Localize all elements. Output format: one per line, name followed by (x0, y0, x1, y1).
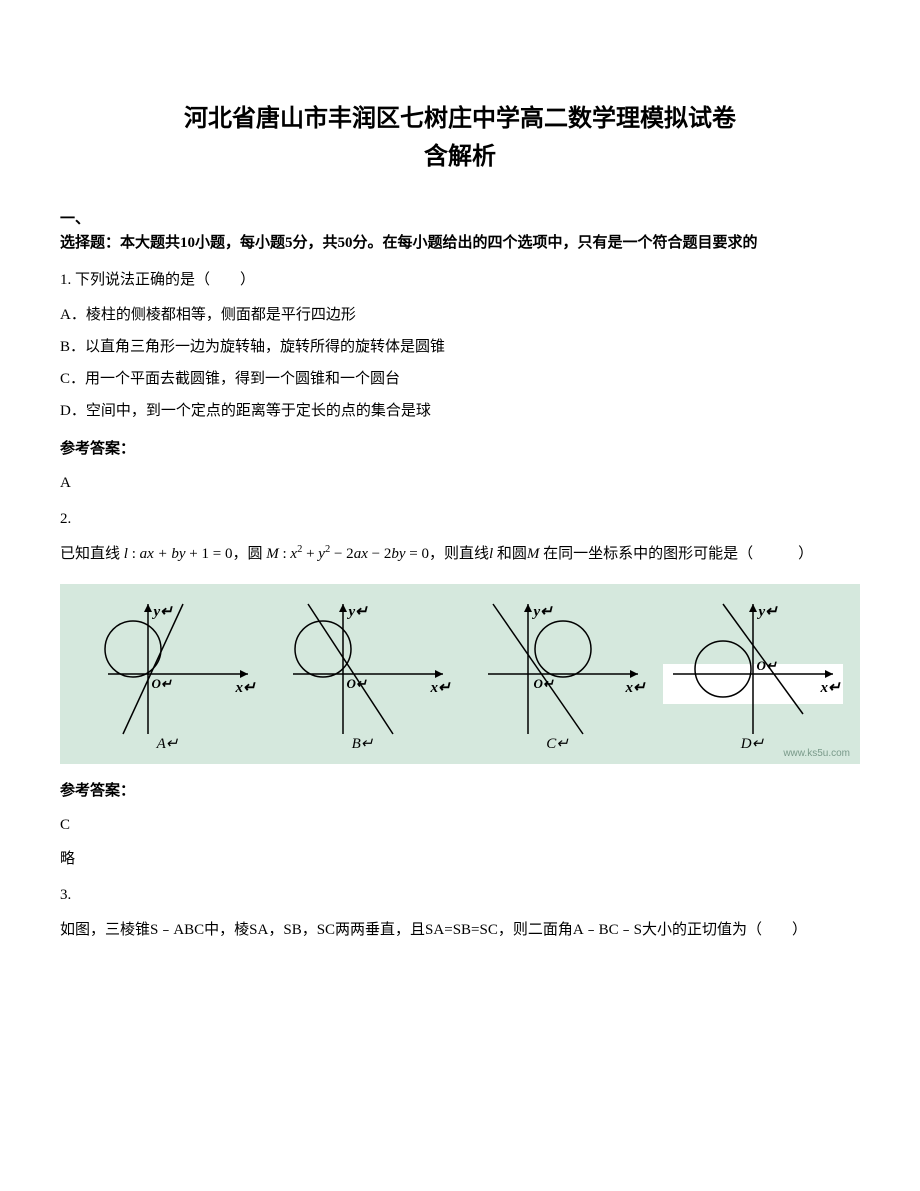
q2-line-eq-txt: : ax + by + 1 = 0 (132, 546, 233, 562)
q1-answer: A (60, 471, 860, 495)
q2-m: M (527, 546, 540, 562)
panel-D-label: D↵ (741, 732, 764, 756)
q2-brief: 略 (60, 847, 860, 871)
panel-A-xlabel: x↵ (236, 676, 256, 700)
doc-title: 河北省唐山市丰润区七树庄中学高二数学理模拟试卷 含解析 (60, 100, 860, 177)
q2-answer-label: 参考答案： (60, 779, 860, 803)
panel-B-origin: O↵ (347, 674, 367, 695)
q2-answer: C (60, 813, 860, 837)
panel-D-xlabel: x↵ (821, 676, 841, 700)
q3-text: 如图，三棱锥S﹣ABC中，棱SA，SB，SC两两垂直，且SA=SB=SC，则二面… (60, 915, 860, 945)
panel-D-origin: O↵ (757, 656, 777, 677)
q2-text: 已知直线 l : ax + by + 1 = 0，圆 M : x2 + y2 −… (60, 539, 860, 569)
q3-num: 3. (60, 883, 860, 907)
q2-prefix: 已知直线 (60, 546, 120, 562)
q1-optD: D．空间中，到一个定点的距离等于定长的点的集合是球 (60, 399, 860, 423)
section-num: 一、 (60, 211, 90, 227)
figure-panel-A: y↵ x↵ O↵ A↵ (78, 594, 258, 754)
section-desc: 选择题：本大题共10小题，每小题5分，共50分。在每小题给出的四个选项中，只有是… (60, 235, 758, 251)
q1-optA: A．棱柱的侧棱都相等，侧面都是平行四边形 (60, 303, 860, 327)
q2-line-eq: l (120, 546, 132, 562)
panel-D-ylabel: y↵ (759, 600, 778, 624)
q2-circle-eq-txt: : x2 + y2 − 2ax − 2by = 0 (282, 546, 428, 562)
title-line-2: 含解析 (424, 144, 496, 170)
panel-C-xlabel: x↵ (626, 676, 646, 700)
panel-D-svg (663, 594, 843, 744)
figure-panel-D: y↵ x↵ O↵ D↵ (663, 594, 843, 754)
title-line-1: 河北省唐山市丰润区七树庄中学高二数学理模拟试卷 (184, 106, 736, 132)
panel-B-ylabel: y↵ (349, 600, 368, 624)
figure-panel-B: y↵ x↵ O↵ B↵ (273, 594, 453, 754)
figure-watermark: www.ks5u.com (783, 746, 850, 762)
q2-mid2: ，则直线 (429, 546, 489, 562)
section-heading: 一、 选择题：本大题共10小题，每小题5分，共50分。在每小题给出的四个选项中，… (60, 207, 860, 255)
panel-C-origin: O↵ (534, 674, 554, 695)
q1-optB: B．以直角三角形一边为旋转轴，旋转所得的旋转体是圆锥 (60, 335, 860, 359)
q1-text: 1. 下列说法正确的是（ ） (60, 265, 860, 295)
panel-C-label: C↵ (546, 732, 569, 756)
q1-optC: C．用一个平面去截圆锥，得到一个圆锥和一个圆台 (60, 367, 860, 391)
q2-suffix: 在同一坐标系中的图形可能是（ ） (539, 546, 813, 562)
panel-A-label: A↵ (157, 732, 179, 756)
panel-C-ylabel: y↵ (534, 600, 553, 624)
q1-answer-label: 参考答案： (60, 437, 860, 461)
panel-A-origin: O↵ (152, 674, 172, 695)
q2-num: 2. (60, 507, 860, 531)
panel-A-ylabel: y↵ (154, 600, 173, 624)
panel-B-label: B↵ (352, 732, 374, 756)
q2-mid1: ，圆 (232, 546, 262, 562)
q2-mid3: 和圆 (493, 546, 527, 562)
q2-figure: y↵ x↵ O↵ A↵ y↵ x↵ O↵ B↵ y↵ x↵ O↵ (60, 584, 860, 764)
panel-C-svg (468, 594, 648, 744)
panel-B-xlabel: x↵ (431, 676, 451, 700)
figure-panel-C: y↵ x↵ O↵ C↵ (468, 594, 648, 754)
q2-circle-eq: M (262, 546, 282, 562)
